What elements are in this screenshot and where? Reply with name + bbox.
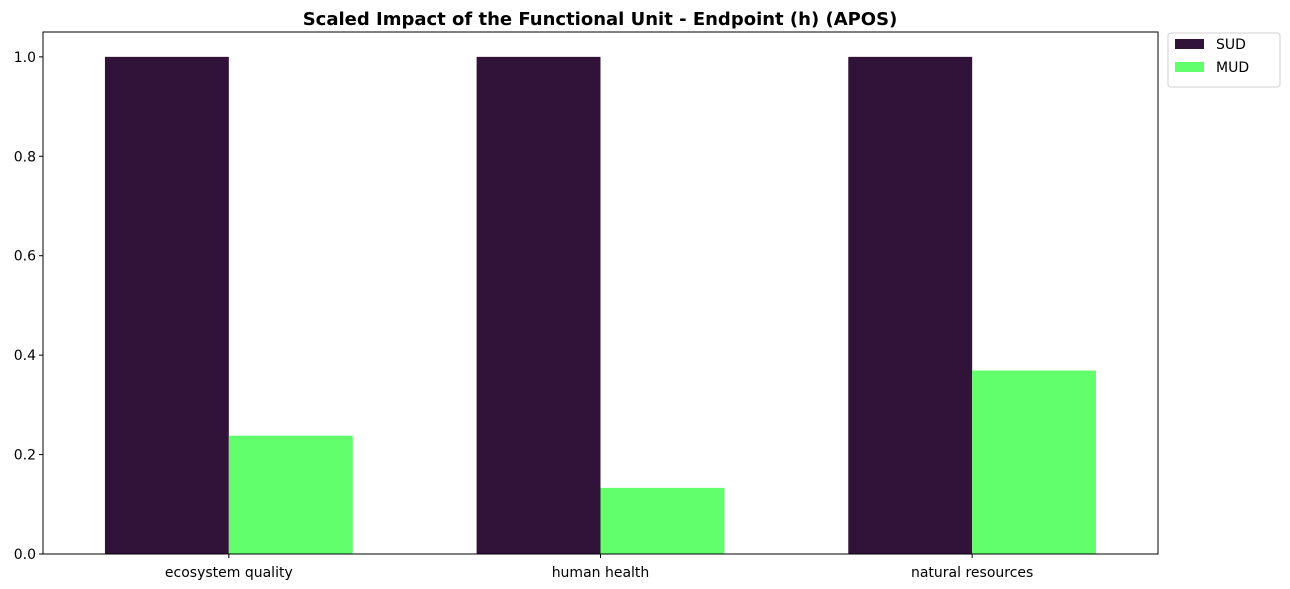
legend-swatch-mud xyxy=(1175,62,1204,72)
legend: SUD MUD xyxy=(1167,32,1281,88)
y-tick-label: 0.4 xyxy=(14,348,36,364)
legend-label-mud: MUD xyxy=(1216,60,1249,76)
y-tick-label: 0.6 xyxy=(14,249,36,265)
bar-sud-1 xyxy=(476,56,601,554)
bar-mud-2 xyxy=(972,370,1097,554)
x-tick-label: ecosystem quality xyxy=(165,565,293,581)
legend-swatch-sud xyxy=(1175,39,1204,49)
bar-mud-0 xyxy=(228,435,353,554)
bar-sud-0 xyxy=(104,56,229,554)
y-tick-label: 1.0 xyxy=(14,50,36,66)
y-tick-label: 0.8 xyxy=(14,149,36,165)
x-tick-label: natural resources xyxy=(911,565,1033,581)
bars-group xyxy=(104,56,1097,554)
chart-title: Scaled Impact of the Functional Unit - E… xyxy=(303,9,898,30)
y-tick-label: 0.0 xyxy=(14,547,36,563)
x-axis: ecosystem quality human health natural res… xyxy=(165,554,1033,581)
bar-mud-1 xyxy=(600,487,725,554)
y-tick-label: 0.2 xyxy=(14,448,36,464)
legend-label-sud: SUD xyxy=(1216,37,1246,53)
y-axis: 0.0 0.2 0.4 0.6 0.8 1.0 xyxy=(14,50,43,563)
x-tick-label: human health xyxy=(552,565,650,581)
bar-sud-2 xyxy=(848,56,973,554)
